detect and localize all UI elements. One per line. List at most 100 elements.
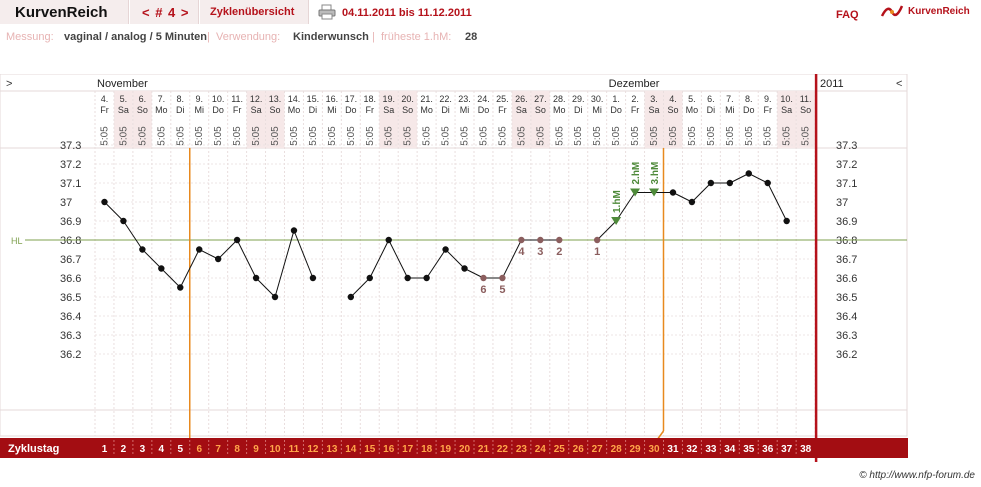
day-date: 4. [669,94,677,104]
day-weekday: Fr [498,105,507,115]
printer-icon[interactable] [318,4,336,25]
day-weekday: Mo [553,105,566,115]
temperature-point [669,189,677,196]
scroll-right-arrow: < [896,78,902,90]
counted-temperature-point [593,236,601,244]
y-tick-label-right: 36.6 [836,273,857,285]
usage-value: Kinderwunsch [293,31,369,43]
temperature-point [177,284,184,291]
weekend-column [132,91,152,148]
measure-time: 5:05 [327,126,338,146]
day-weekday: So [800,105,811,115]
measure-time: 5:05 [611,126,622,146]
cycle-day-number: 11 [289,444,300,455]
weekend-column [530,91,550,148]
day-date: 23. [458,94,471,104]
cycle-day-number: 22 [497,444,509,455]
faq-link[interactable]: FAQ [836,9,859,21]
day-weekday: Di [707,105,716,115]
day-date: 12. [250,94,263,104]
day-date: 7. [726,94,734,104]
temperature-point [347,293,355,301]
measure-time: 5:05 [156,126,167,146]
day-weekday: Fr [233,105,242,115]
measure-time: 5:05 [782,126,793,146]
day-date: 4. [101,94,109,104]
day-date: 22. [439,94,452,104]
cycle-day-number: 29 [630,444,642,455]
cycle-day-number: 34 [724,444,736,455]
y-tick-label-right: 36.4 [836,311,857,323]
day-weekday: So [402,105,413,115]
cycle-overview-tab[interactable]: Zyklenübersicht [210,6,295,18]
day-date: 5. [688,94,696,104]
temperature-line-segment [729,173,749,184]
temperature-line-segment [217,239,238,260]
day-date: 7. [158,94,166,104]
day-weekday: Do [743,105,755,115]
measure-value: vaginal / analog / 5 Minuten [64,31,208,43]
temperature-line-segment [142,249,162,269]
counted-label: 1 [594,246,600,258]
scroll-left-arrow: > [6,78,12,90]
counted-temperature-point [556,236,563,244]
day-weekday: Mo [155,105,168,115]
cycle-day-bar [0,438,908,458]
measure-time: 5:05 [687,126,698,146]
cycle-day-number: 37 [781,444,793,455]
day-weekday: Sa [251,105,262,115]
cycle-day-number: 20 [459,444,471,455]
day-date: 11. [231,94,243,104]
curve-logo-icon [880,2,904,27]
counted-temperature-point [480,274,487,282]
measure-time: 5:05 [346,126,357,146]
cycle-day-number: 24 [535,444,547,455]
measure-time: 5:05 [441,126,452,146]
temperature-line-segment [388,239,409,279]
cycle-day-number: 27 [592,444,604,455]
counted-temperature-point [518,236,525,244]
day-weekday: Di [441,105,450,115]
cycle-day-number: 15 [364,444,376,455]
weekend-column [246,91,266,148]
day-weekday: Sa [516,105,527,115]
chart-background [0,74,908,437]
temperature-line-segment [445,249,465,269]
cycle-navigation[interactable]: < # 4 > [142,5,190,20]
cycle-day-number: 35 [743,444,755,455]
y-tick-label-left: 36.5 [60,292,81,304]
day-weekday: Sa [649,105,660,115]
temperature-point [707,179,715,187]
y-tick-label-left: 36.6 [60,273,81,285]
measure-time: 5:05 [213,126,224,146]
temperature-point [290,227,298,234]
day-date: 14. [288,94,301,104]
measure-time: 5:05 [649,126,660,146]
day-date: 16. [326,94,339,104]
day-weekday: Di [176,105,185,115]
y-tick-label-right: 37.1 [836,178,857,190]
cycle-day-number: 25 [554,444,566,455]
cycle-day-number: 3 [140,444,146,455]
cycle-day-number: 5 [177,444,183,455]
cycle-day-number: 10 [269,444,281,455]
y-tick-label-right: 37 [836,197,848,209]
year-label: 2011 [820,78,844,90]
cycle-day-number: 18 [421,444,433,455]
overview-cell [200,0,309,24]
y-tick-label-right: 36.8 [836,235,857,247]
day-weekday: Do [212,105,224,115]
day-date: 2. [631,94,639,104]
temperature-line-segment [350,277,371,298]
day-weekday: Fr [366,105,375,115]
cycle-day-number: 6 [196,444,202,455]
cycle-day-number: 31 [667,444,679,455]
separator: | [207,31,210,43]
temperature-line-segment [464,268,484,279]
cycle-day-number: 7 [215,444,221,455]
high-measurement-label: 2.hM [631,162,642,185]
cycle-nav-cell [130,0,199,24]
counted-label: 4 [518,246,525,258]
temperature-point [233,236,241,244]
measure-time: 5:05 [365,126,376,146]
